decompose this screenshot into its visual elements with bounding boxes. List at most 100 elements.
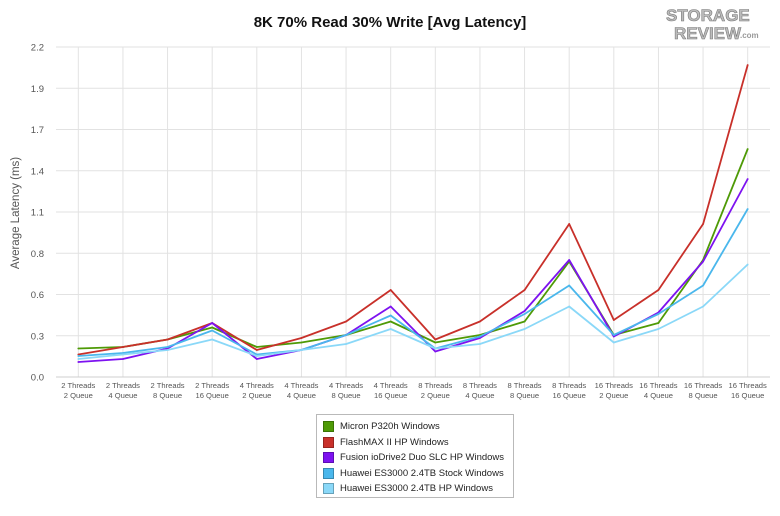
legend-item: Micron P320h Windows [323,419,507,435]
data-point [612,334,615,336]
data-point [657,289,660,291]
legend-label: Micron P320h Windows [340,421,440,433]
data-point [389,305,392,308]
y-tick-label: 1.4 [31,166,44,177]
series-line [78,208,749,357]
data-point [122,353,124,356]
data-point [746,208,749,210]
x-tick-label: 8 Threads 2 Queue [418,381,452,400]
y-tick-label: 1.7 [31,125,44,136]
data-point [434,350,437,353]
data-point [166,338,169,341]
line-chart: 0.0 0.3 0.6 0.8 1.1 1.4 1.7 1.9 2.2 2 Threads 2 Qu… [10,43,770,400]
logo-suffix: .com [740,31,759,40]
data-point [612,335,615,338]
data-point [166,347,169,350]
y-tick-label: 1.1 [31,208,44,219]
legend-item: Fusion ioDrive2 Duo SLC HP Windows [323,450,507,466]
y-tick-label: 1.9 [31,84,44,95]
data-point [389,314,392,317]
data-point [479,320,481,323]
legend-swatch [323,452,334,464]
data-point [434,341,437,344]
logo-line1: STORAGE [666,6,750,25]
data-point [612,319,615,321]
legend-label: Fusion ioDrive2 Duo SLC HP Windows [340,452,505,464]
data-point [389,328,392,330]
series-huawei-es3000-2-4tb-hp-windows [77,263,749,360]
chart-title: 8K 70% Read 30% Write [Avg Latency] [253,14,527,31]
data-point [166,346,169,348]
data-point [77,353,80,356]
data-point [568,259,571,261]
data-point [389,289,392,291]
y-tick-label: 0.0 [31,373,44,384]
y-tick-label: 2.2 [31,43,44,54]
x-tick-label: 16 Threads 8 Queue [684,381,722,400]
data-point [523,289,526,291]
data-point [702,284,704,287]
data-point [746,263,749,266]
y-axis-label: Average Latency (ms) [10,157,22,269]
data-point [657,322,660,324]
x-tick-label: 8 Threads 4 Queue [463,381,497,400]
data-point [657,328,660,330]
data-point [255,349,258,351]
series-line [78,263,749,360]
legend-label: Huawei ES3000 2.4TB HP Windows [340,483,493,495]
data-point [434,338,437,341]
data-point [77,358,80,360]
data-point [122,346,124,348]
data-point [211,322,214,324]
legend-swatch [323,436,334,448]
x-tick-label: 4 Threads 16 Queue [374,381,408,400]
data-point [389,320,392,323]
series-huawei-es3000-2-4tb-stock-windows [77,208,749,357]
storagereview-logo: STORAGE REVIEW .com [666,6,759,44]
x-tick-label: 8 Threads 16 Queue [552,381,586,400]
x-tick-label: 4 Threads 4 Queue [284,381,318,400]
legend-label: Huawei ES3000 2.4TB Stock Windows [340,467,504,479]
data-point [122,352,124,354]
legend-swatch [323,483,334,495]
data-point [702,260,704,263]
legend-swatch [323,421,334,433]
x-tick-label: 2 Threads 16 Queue [195,381,229,400]
logo-line2: REVIEW [674,24,742,43]
x-tick-label: 16 Threads 4 Queue [639,381,677,400]
data-point [479,337,481,339]
data-point [746,178,749,180]
legend-label: FlashMAX II HP Windows [340,436,449,448]
x-tick-label: 8 Threads 8 Queue [508,381,542,400]
data-point [77,361,80,363]
legend-item: Huawei ES3000 2.4TB Stock Windows [323,466,507,482]
series-flashmax-ii-hp-windows [77,64,749,356]
data-point [702,305,704,308]
data-point [523,310,526,312]
axis-layer: 0.0 0.3 0.6 0.8 1.1 1.4 1.7 1.9 2.2 2 Threads 2 Qu… [31,43,770,400]
legend-swatch [323,467,334,479]
x-tick-label: 4 Threads 8 Queue [329,381,363,400]
chart-legend: Micron P320h Windows FlashMAX II HP Windo… [316,414,514,498]
data-point [77,347,80,350]
data-point [568,223,571,225]
data-point [746,64,749,66]
data-point [211,326,214,329]
data-point [77,355,80,357]
x-tick-label: 16 Threads 16 Queue [729,381,767,400]
x-tick-label: 4 Threads 2 Queue [240,381,274,400]
data-point [568,305,571,308]
x-tick-label: 2 Threads 8 Queue [151,381,185,400]
series-line [78,64,749,356]
legend-item: FlashMAX II HP Windows [323,435,507,451]
data-point [434,347,437,350]
data-point [211,329,214,332]
data-point [523,320,526,323]
data-point [300,337,303,339]
data-point [479,343,481,345]
data-point [612,341,615,344]
y-tick-label: 0.8 [31,249,44,260]
x-tick-label: 2 Threads 2 Queue [61,381,95,400]
data-point [479,335,481,338]
data-point [300,349,303,351]
